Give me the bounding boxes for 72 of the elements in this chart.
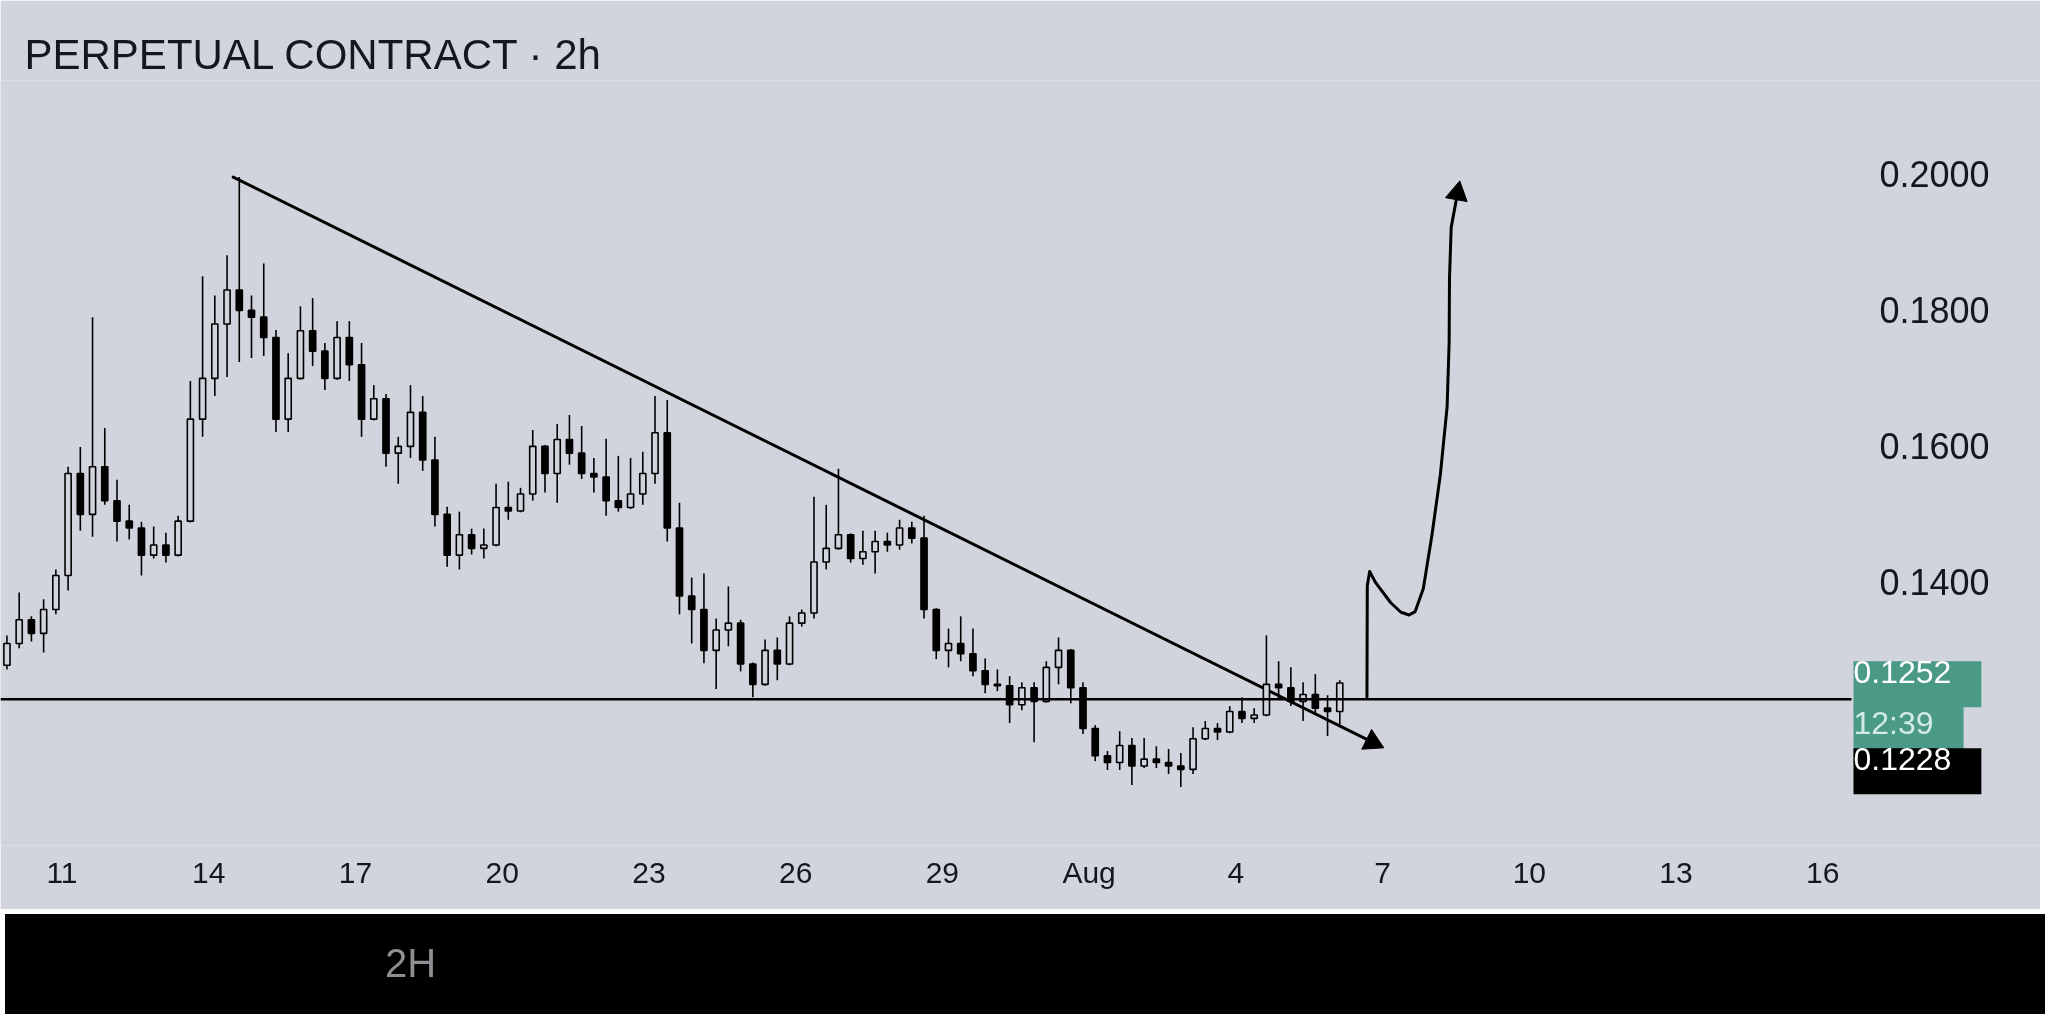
candlestick [113,478,121,543]
candlestick [162,531,170,564]
x-tick-label: 4 [1227,855,1245,889]
candlestick [822,504,831,571]
candlestick [638,450,647,506]
x-tick-label: 17 [338,855,373,889]
candlestick [944,627,953,669]
x-tick-label: 29 [925,855,960,889]
y-tick-label: 0.1600 [1879,426,1990,468]
annotation: 0.1252 [1853,654,1952,691]
candlestick [565,414,574,466]
candlestick [590,457,598,494]
candlestick [1140,737,1148,769]
candlestick [369,384,378,422]
candlestick [479,527,488,560]
candlestick [993,668,1002,692]
candlestick [467,527,476,556]
x-tick-label: 11 [46,855,78,889]
text: 2H [385,941,437,986]
x-tick-label: 10 [1512,855,1546,889]
candlestick [871,529,879,575]
candlestick [602,438,610,517]
candlestick [614,455,623,513]
x-tick-label: 26 [778,855,813,889]
candlestick [1225,705,1234,735]
candlestick [15,591,24,650]
candlestick [626,457,635,510]
candlestick [27,615,36,643]
candlestick [1152,745,1161,769]
candlestick [247,294,256,359]
candlestick [1176,752,1185,788]
y-tick-label: 0.1800 [1879,290,1990,332]
candlestick [3,634,11,671]
candlestick [846,532,855,564]
candlestick [773,636,782,682]
candlestick [308,297,317,367]
candlestick [125,504,134,541]
x-tick-label: 23 [632,855,666,889]
candlestick [724,585,733,648]
x-tick-label: Aug [1062,855,1116,889]
candlestick [504,480,513,521]
annotation: 12:39 [1853,704,1934,741]
x-tick-label: 14 [192,855,226,889]
candlestick [1115,730,1124,771]
candlestick [712,617,721,690]
candlestick [1164,748,1173,775]
candlestick [883,531,892,553]
candlestick [455,510,464,571]
candlestick [39,598,48,654]
candlestick [1128,737,1136,786]
y-tick-label: 0.1400 [1879,562,1990,604]
candlestick [859,529,867,566]
candlestick [149,525,158,560]
candlestick [577,425,586,480]
x-tick-label: 7 [1374,855,1391,889]
x-tick-label: 13 [1659,855,1693,889]
candlestick [907,521,916,545]
candlestick [687,576,696,645]
y-tick-label: 0.2000 [1879,154,1990,196]
candlestick [516,487,525,514]
candlestick [981,657,990,694]
candlestick [969,627,977,677]
x-tick-label: 20 [485,855,519,889]
candlestick [394,436,403,485]
ref-line-label: 0.1228 [1853,741,1952,778]
chart-title: PERPETUAL CONTRACT · 2h [24,30,601,78]
x-tick-label: 16 [1806,855,1840,889]
candlestick [956,615,965,663]
candlestick [259,262,268,357]
candlestick [1103,750,1112,771]
candlestick [895,518,904,551]
candlestick [834,467,843,551]
